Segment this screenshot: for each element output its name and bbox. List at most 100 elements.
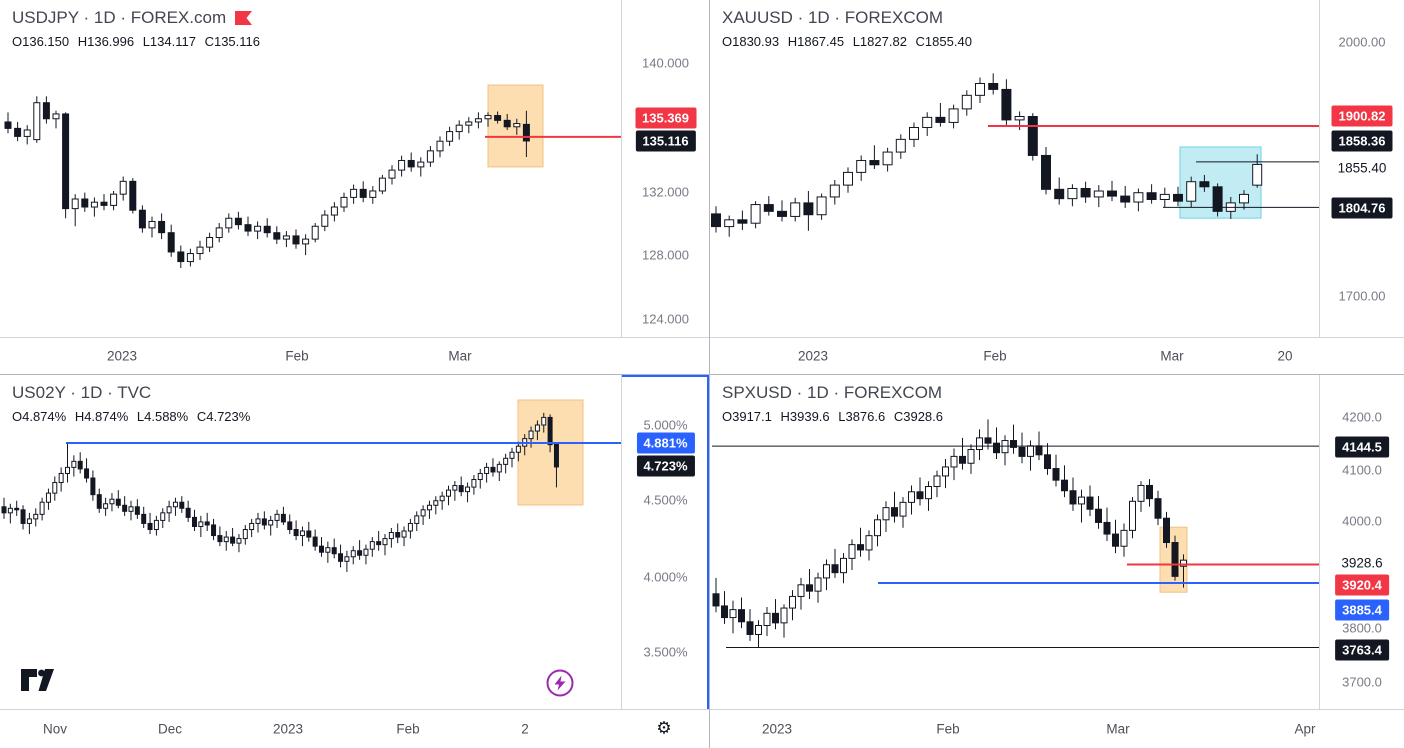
candle <box>420 509 426 517</box>
candle <box>115 498 121 506</box>
candle <box>58 472 64 484</box>
candle <box>976 437 983 451</box>
candlestick-chart-xauusd[interactable] <box>710 0 1319 337</box>
chart-plot-area[interactable] <box>0 0 621 337</box>
candle <box>426 150 434 163</box>
time-axis-label: Mar <box>1160 348 1184 364</box>
time-axis[interactable]: 2023 Feb Mar 20 <box>710 337 1404 374</box>
chart-panel-us02y[interactable]: 5.000% 4.881% 4.723% 4.500% 4.000% 3.500% ⚙ N… <box>0 374 709 748</box>
candle <box>763 204 774 212</box>
candle <box>1027 116 1038 156</box>
candle <box>925 486 932 500</box>
chart-plot-area[interactable] <box>0 375 621 709</box>
candle <box>426 504 432 511</box>
candle <box>1035 445 1043 456</box>
price-tick-label: 5.000% <box>643 417 688 433</box>
price-axis[interactable]: 2000.00 1900.82 1858.36 1855.40 1804.76 1700.… <box>1320 0 1404 337</box>
candle <box>553 443 559 468</box>
candle <box>71 460 77 468</box>
gear-icon[interactable]: ⚙ <box>656 718 672 739</box>
time-axis-label: Mar <box>448 348 472 364</box>
candle <box>382 538 388 546</box>
time-axis[interactable]: 2023 Feb Mar Apr <box>710 709 1404 748</box>
candlestick-chart-spxusd[interactable] <box>710 375 1319 709</box>
candle <box>388 169 396 179</box>
candle <box>215 227 223 239</box>
candle <box>407 159 415 168</box>
candle <box>77 460 83 470</box>
time-axis[interactable]: 2023 Feb Mar <box>0 337 709 374</box>
time-axis-label: Feb <box>285 348 309 364</box>
price-tick-label: 4100.0 <box>1342 462 1382 478</box>
candle <box>244 224 252 232</box>
symbol-title[interactable]: US02Y · 1D · TVC <box>12 383 152 402</box>
chart-plot-area[interactable] <box>710 0 1319 337</box>
candle <box>158 220 166 234</box>
axis-divider <box>1319 375 1320 748</box>
candle <box>806 584 813 592</box>
lightning-icon[interactable] <box>544 667 576 699</box>
symbol-title[interactable]: USDJPY · 1D · FOREX.com <box>12 8 227 27</box>
chart-plot-area[interactable] <box>710 375 1319 709</box>
candle <box>436 140 444 152</box>
price-badge: 1804.76 <box>1331 197 1393 219</box>
tradingview-logo-icon[interactable] <box>20 665 64 695</box>
candle <box>369 190 377 198</box>
candle <box>39 501 45 515</box>
candle <box>1163 517 1170 544</box>
candle <box>325 547 331 553</box>
candle <box>196 246 204 255</box>
candle <box>186 253 194 263</box>
candle <box>843 171 853 186</box>
candle <box>14 507 20 511</box>
ohlc-values: O3917.1 H3939.6 L3876.6 C3928.6 <box>722 409 944 424</box>
candle <box>541 416 547 426</box>
price-axis[interactable]: 140.000 135.369 135.116 132.000 128.000 124.0… <box>622 0 709 337</box>
candle <box>388 532 394 540</box>
price-tick-label: 4000.0 <box>1342 513 1382 529</box>
symbol-title[interactable]: XAUUSD · 1D · FOREXCOM <box>722 8 944 27</box>
candle <box>398 159 406 171</box>
time-axis-label: Feb <box>983 348 1007 364</box>
candle <box>737 219 748 224</box>
candle <box>484 466 490 474</box>
candle <box>465 486 471 493</box>
symbol-title[interactable]: SPXUSD · 1D · FOREXCOM <box>722 383 943 402</box>
candle <box>138 209 146 229</box>
time-axis[interactable]: ⚙ Nov Dec 2023 Feb 2 <box>0 709 709 748</box>
candle <box>1044 454 1051 470</box>
flag-icon[interactable] <box>235 11 253 25</box>
candle <box>319 545 324 553</box>
candle <box>4 121 12 129</box>
time-axis-label: 2023 <box>761 721 793 737</box>
price-badge: 1900.82 <box>1331 105 1393 127</box>
candle <box>282 235 290 240</box>
price-badge: 3763.4 <box>1335 639 1389 661</box>
price-axis[interactable]: 4200.0 4144.5 4100.0 4000.0 3928.6 3920.4 3885… <box>1320 375 1404 709</box>
candle <box>790 202 801 217</box>
chart-panel-xauusd[interactable]: 2000.00 1900.82 1858.36 1855.40 1804.76 1700.… <box>709 0 1404 374</box>
candle <box>803 202 814 216</box>
candle <box>755 625 762 635</box>
candle <box>1095 508 1102 523</box>
candle <box>1078 496 1085 505</box>
candle <box>331 547 337 555</box>
chart-panel-spxusd[interactable]: 4200.0 4144.5 4100.0 4000.0 3928.6 3920.4 3885… <box>709 374 1404 748</box>
candle <box>369 541 375 550</box>
candle <box>522 123 530 142</box>
chart-header: XAUUSD · 1D · FOREXCOM O1830.93 H1867.45… <box>722 8 972 49</box>
price-tick-label: 1700.00 <box>1338 288 1386 304</box>
candle <box>312 536 318 547</box>
candle <box>52 482 58 494</box>
time-axis-label: Nov <box>42 721 68 737</box>
candle <box>509 451 515 459</box>
candle <box>90 201 98 208</box>
candle <box>515 445 521 453</box>
chart-panel-usdjpy[interactable]: 140.000 135.369 135.116 132.000 128.000 124.0… <box>0 0 709 374</box>
candle <box>14 127 22 137</box>
price-axis[interactable]: 5.000% 4.881% 4.723% 4.500% 4.000% 3.500% <box>622 375 709 709</box>
candlestick-chart-us02y[interactable] <box>0 375 621 709</box>
candlestick-chart-usdjpy[interactable] <box>0 0 621 337</box>
candle <box>1180 559 1187 567</box>
